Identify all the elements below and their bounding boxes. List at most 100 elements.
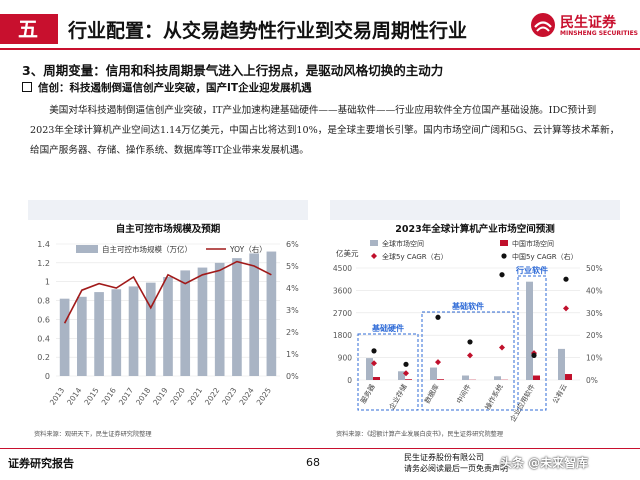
- cagr-world-point: [467, 352, 473, 359]
- bar-china: [373, 377, 380, 380]
- bar-china: [405, 379, 412, 380]
- group-box: [357, 333, 419, 411]
- x-tick-label: 2016: [100, 386, 118, 407]
- y-left-tick-label: 1800: [333, 331, 352, 340]
- cagr-world-point: [435, 359, 441, 366]
- y-right-tick-label: 10%: [586, 354, 603, 363]
- y-right-tick-label: 1%: [286, 350, 299, 359]
- checkbox-bullet-icon: [22, 82, 32, 92]
- chart-source: 资料来源：观研天下，民生证券研究院整理: [34, 431, 152, 438]
- x-tick-label: 2017: [117, 386, 135, 407]
- y-left-tick-label: 0.8: [37, 297, 50, 306]
- watermark: 头条 @未来智库: [500, 456, 589, 470]
- bar-world: [398, 371, 405, 380]
- group-box: [517, 275, 547, 411]
- key-point: 信创：科技遏制倒逼信创产业突破，国产IT企业迎发展机遇: [22, 80, 312, 95]
- y-left-tick-label: 4500: [333, 264, 352, 273]
- group-label: 行业软件: [515, 265, 548, 275]
- bar: [145, 282, 156, 376]
- cagr-world-point: [403, 370, 409, 377]
- group-label: 基础硬件: [371, 323, 404, 333]
- bar: [77, 296, 87, 376]
- market-size-chart: 自主可控市场规模及预期 0 0.2 0.4 0.6 0.8 1 1.2 1.4 0% 1% 2% 3%…: [28, 200, 308, 440]
- bar-world: [462, 375, 469, 380]
- y-left-tick-label: 0: [45, 372, 50, 381]
- bar-china: [437, 379, 444, 380]
- y-left-tick-label: 1.4: [37, 240, 50, 249]
- logo-text-en: MINSHENG SECURITIES: [560, 30, 638, 37]
- legend-label: 全球5y CAGR（右）: [382, 252, 448, 261]
- footer-divider: [0, 448, 640, 449]
- legend-label: 中国5y CAGR（右）: [512, 252, 578, 261]
- chart-title: 自主可控市场规模及预期: [115, 224, 221, 235]
- footer-disclaimer: 民生证券股份有限公司 请务必阅读最后一页免责声明: [404, 452, 508, 474]
- y-right-tick-label: 50%: [586, 264, 603, 273]
- group-label: 基础软件: [451, 301, 484, 311]
- cagr-world-point: [563, 305, 569, 312]
- legend-label: 中国市场空间: [512, 239, 554, 248]
- cagr-china-point: [531, 352, 537, 358]
- x-tick-label: 2015: [82, 386, 100, 407]
- x-tick-label: 2023: [220, 386, 238, 407]
- cagr-china-point: [499, 272, 505, 278]
- y-left-tick-label: 0.6: [37, 315, 50, 324]
- y-right-tick-label: 2%: [286, 328, 299, 337]
- cagr-world-point: [371, 360, 377, 367]
- page-header: 五 行业配置：从交易趋势性行业到交易周期性行业 民生证券 MINSHENG SE…: [0, 0, 640, 50]
- y-left-tick-label: 1.2: [37, 259, 50, 268]
- x-tick-label: 2020: [169, 386, 187, 407]
- section-number-badge: 五: [0, 14, 58, 44]
- page-title: 行业配置：从交易趋势性行业到交易周期性行业: [68, 20, 468, 42]
- y-left-tick-label: 0.4: [37, 334, 50, 343]
- y-right-tick-label: 4%: [286, 284, 299, 293]
- cagr-world-point: [499, 344, 505, 351]
- bar: [249, 253, 259, 376]
- legend-bar-swatch: [76, 245, 98, 253]
- bar: [232, 258, 242, 376]
- x-tick-label: 2024: [237, 386, 255, 407]
- y-right-tick-label: 0%: [586, 376, 598, 385]
- legend-swatch-world: [370, 240, 378, 246]
- body-paragraph: 美国对华科技遏制倒逼信创产业突破，IT产业加速构建基础硬件——基础软件——行业应…: [30, 101, 620, 161]
- y-right-tick-label: 30%: [586, 309, 603, 318]
- bar-china: [565, 374, 572, 380]
- cagr-china-point: [563, 276, 569, 282]
- cagr-china-point: [403, 361, 409, 367]
- y-right-tick-label: 0%: [286, 372, 299, 381]
- market-size-chart-plot: 00.20.40.60.811.21.40%1%2%3%4%5%6%201320…: [37, 240, 299, 407]
- bar: [128, 286, 139, 376]
- body-paragraph-text: 美国对华科技遏制倒逼信创产业突破，IT产业加速构建基础硬件——基础软件——行业应…: [30, 105, 620, 156]
- chart-header-band: [330, 200, 620, 220]
- logo-text-cn: 民生证券: [560, 15, 616, 31]
- y-left-tick-label: 3600: [333, 286, 352, 295]
- legend-swatch-china-cagr: [501, 253, 507, 259]
- y-left-tick-label: 900: [338, 354, 353, 363]
- legend-swatch-china: [500, 240, 508, 246]
- yoy-line: [63, 260, 272, 324]
- cagr-china-point: [435, 314, 441, 320]
- footer-company: 民生证券股份有限公司: [404, 453, 484, 462]
- x-tick-label: 2025: [255, 386, 273, 407]
- group-box: [421, 311, 515, 411]
- bar: [180, 270, 191, 376]
- bar: [266, 251, 277, 376]
- chart-source: 资料来源：《超额计算产业发展白皮书》，民生证券研究院整理: [336, 431, 504, 438]
- minsheng-logo-icon: [531, 13, 555, 37]
- x-tick-label: 服务器: [358, 383, 376, 406]
- y-axis-unit-label: 亿美元: [336, 248, 359, 258]
- cagr-china-point: [467, 339, 473, 345]
- legend-label: YOY（右）: [229, 244, 267, 254]
- bar-world: [494, 376, 501, 380]
- y-left-tick-label: 2700: [333, 309, 352, 318]
- bar-world: [430, 367, 437, 380]
- section-subheading: 3、周期变量：信用和科技周期景气进入上行拐点，是驱动风格切换的主动力: [22, 63, 444, 78]
- bar: [111, 289, 122, 376]
- x-tick-label: 2021: [186, 386, 204, 407]
- x-tick-label: 企业应用软件: [508, 383, 537, 424]
- y-left-tick-label: 0: [347, 376, 352, 385]
- bar: [163, 277, 173, 376]
- y-right-tick-label: 3%: [286, 306, 299, 315]
- legend-label: 自主可控市场规模（万亿）: [102, 244, 192, 254]
- footer-report-label: 证券研究报告: [8, 457, 74, 470]
- x-tick-label: 2022: [203, 386, 221, 407]
